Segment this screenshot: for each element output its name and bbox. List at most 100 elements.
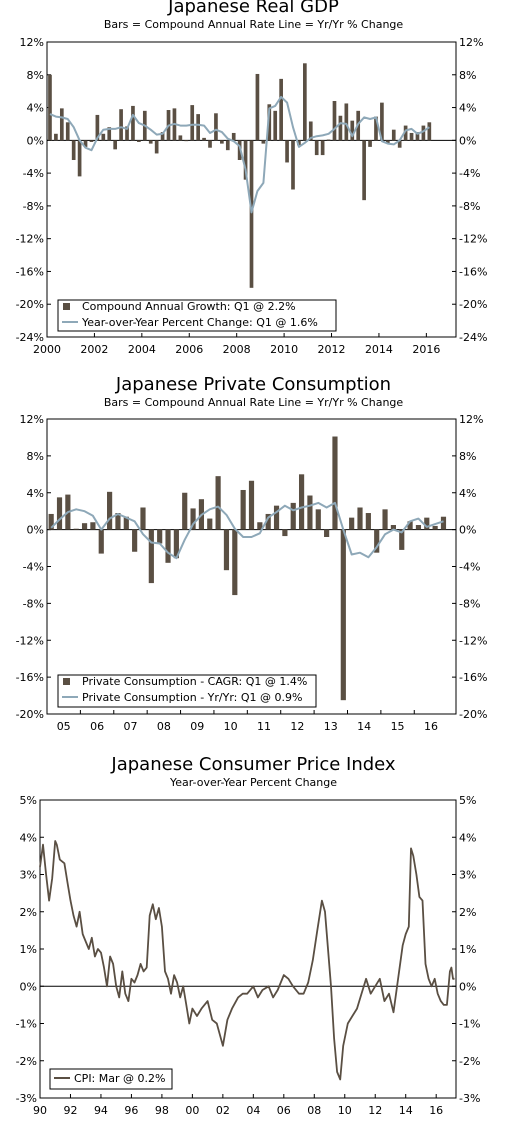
bar bbox=[380, 102, 384, 141]
bar bbox=[291, 140, 295, 190]
bar bbox=[154, 140, 159, 154]
bar bbox=[214, 113, 218, 141]
bar bbox=[349, 517, 355, 530]
y-tick-label-left: 8% bbox=[27, 69, 44, 82]
bar bbox=[297, 140, 301, 146]
bar bbox=[397, 140, 402, 148]
y-tick-label-left: -2% bbox=[16, 1055, 37, 1068]
y-tick-label-right: -12% bbox=[459, 634, 487, 647]
bar bbox=[56, 497, 63, 530]
bar bbox=[308, 121, 313, 141]
x-tick-label: 14 bbox=[399, 1104, 413, 1117]
bar bbox=[249, 140, 254, 288]
bar bbox=[285, 140, 289, 163]
bar bbox=[220, 140, 224, 144]
bar bbox=[196, 114, 200, 141]
bar bbox=[232, 529, 238, 596]
bar bbox=[403, 125, 408, 141]
bar bbox=[391, 129, 396, 141]
bar bbox=[148, 529, 154, 584]
bar bbox=[240, 489, 246, 530]
legend-bar-label: Private Consumption - CAGR: Q1 @ 1.4% bbox=[82, 675, 307, 688]
bar bbox=[290, 502, 296, 530]
bar bbox=[90, 522, 96, 530]
x-tick-label: 98 bbox=[155, 1104, 169, 1117]
bar bbox=[98, 529, 104, 554]
y-tick-label-left: -16% bbox=[16, 671, 44, 684]
bar bbox=[65, 122, 70, 141]
bar bbox=[148, 140, 153, 144]
x-tick-label: 06 bbox=[277, 1104, 291, 1117]
bar bbox=[202, 137, 206, 141]
x-tick-label: 12 bbox=[368, 1104, 382, 1117]
y-tick-label-left: 3% bbox=[20, 869, 37, 882]
bar bbox=[326, 139, 331, 141]
bar bbox=[340, 529, 346, 701]
series-line bbox=[49, 95, 430, 214]
legend-line-label: CPI: Mar @ 0.2% bbox=[74, 1072, 165, 1085]
x-tick-label: 02 bbox=[216, 1104, 230, 1117]
bar bbox=[107, 127, 112, 141]
bar bbox=[207, 518, 213, 530]
bar bbox=[267, 104, 272, 141]
consumption-chart-subtitle: Bars = Compound Annual Rate Line = Yr/Yr… bbox=[103, 396, 404, 409]
bar bbox=[362, 140, 366, 201]
y-tick-label-right: -24% bbox=[459, 331, 487, 344]
y-tick-label-right: 2% bbox=[459, 906, 476, 919]
y-tick-label-right: -4% bbox=[459, 561, 480, 574]
bar bbox=[332, 436, 338, 530]
bar bbox=[368, 140, 372, 147]
bar bbox=[255, 73, 260, 141]
bar bbox=[77, 140, 82, 177]
y-tick-label-left: 8% bbox=[27, 450, 44, 463]
x-tick-label: 11 bbox=[257, 720, 271, 733]
y-tick-label-left: -1% bbox=[16, 1018, 37, 1031]
bar bbox=[374, 529, 380, 553]
bar bbox=[298, 474, 305, 530]
legend-box bbox=[57, 299, 337, 332]
bar bbox=[208, 140, 212, 148]
bar bbox=[59, 108, 64, 141]
y-tick-label-left: -24% bbox=[16, 331, 44, 344]
bar bbox=[382, 509, 388, 530]
legend-line-label: Private Consumption - Yr/Yr: Q1 @ 0.9% bbox=[82, 691, 302, 704]
y-tick-label-left: 4% bbox=[27, 102, 44, 115]
bar bbox=[440, 516, 447, 530]
y-tick-label-left: 4% bbox=[20, 831, 37, 844]
bar bbox=[307, 495, 313, 530]
x-tick-label: 14 bbox=[357, 720, 371, 733]
bar bbox=[73, 528, 79, 530]
y-tick-label-right: 12% bbox=[459, 36, 483, 49]
y-tick-label-right: 4% bbox=[459, 487, 476, 500]
y-tick-label-left: -8% bbox=[23, 597, 44, 610]
x-tick-label: 09 bbox=[190, 720, 204, 733]
gdp-chart-subtitle: Bars = Compound Annual Rate Line = Yr/Yr… bbox=[103, 18, 404, 31]
bar bbox=[257, 522, 263, 530]
bar bbox=[415, 132, 420, 141]
y-tick-label-right: -1% bbox=[459, 1018, 480, 1031]
x-tick-label: 2010 bbox=[270, 343, 298, 356]
x-tick-label: 15 bbox=[391, 720, 405, 733]
bar bbox=[125, 126, 129, 141]
bar bbox=[273, 110, 278, 141]
bar bbox=[54, 133, 58, 141]
y-tick-label-right: -2% bbox=[459, 1055, 480, 1068]
plot-frame bbox=[46, 41, 457, 338]
x-tick-label: 2000 bbox=[33, 343, 61, 356]
legend-line-label: Year-over-Year Percent Change: Q1 @ 1.6% bbox=[81, 316, 318, 329]
y-tick-label-right: 4% bbox=[459, 102, 476, 115]
y-tick-label-right: -12% bbox=[459, 233, 487, 246]
bar bbox=[231, 132, 236, 141]
bar bbox=[89, 140, 94, 142]
x-tick-label: 10 bbox=[224, 720, 238, 733]
y-tick-label-right: -8% bbox=[459, 200, 480, 213]
y-tick-label-right: -3% bbox=[459, 1092, 480, 1105]
x-tick-label: 13 bbox=[324, 720, 338, 733]
bar bbox=[165, 529, 171, 563]
y-tick-label-left: -20% bbox=[16, 298, 44, 311]
y-tick-label-right: 8% bbox=[459, 69, 476, 82]
bar bbox=[409, 132, 414, 141]
bar bbox=[225, 140, 230, 151]
x-tick-label: 04 bbox=[246, 1104, 260, 1117]
y-tick-label-right: -16% bbox=[459, 671, 487, 684]
